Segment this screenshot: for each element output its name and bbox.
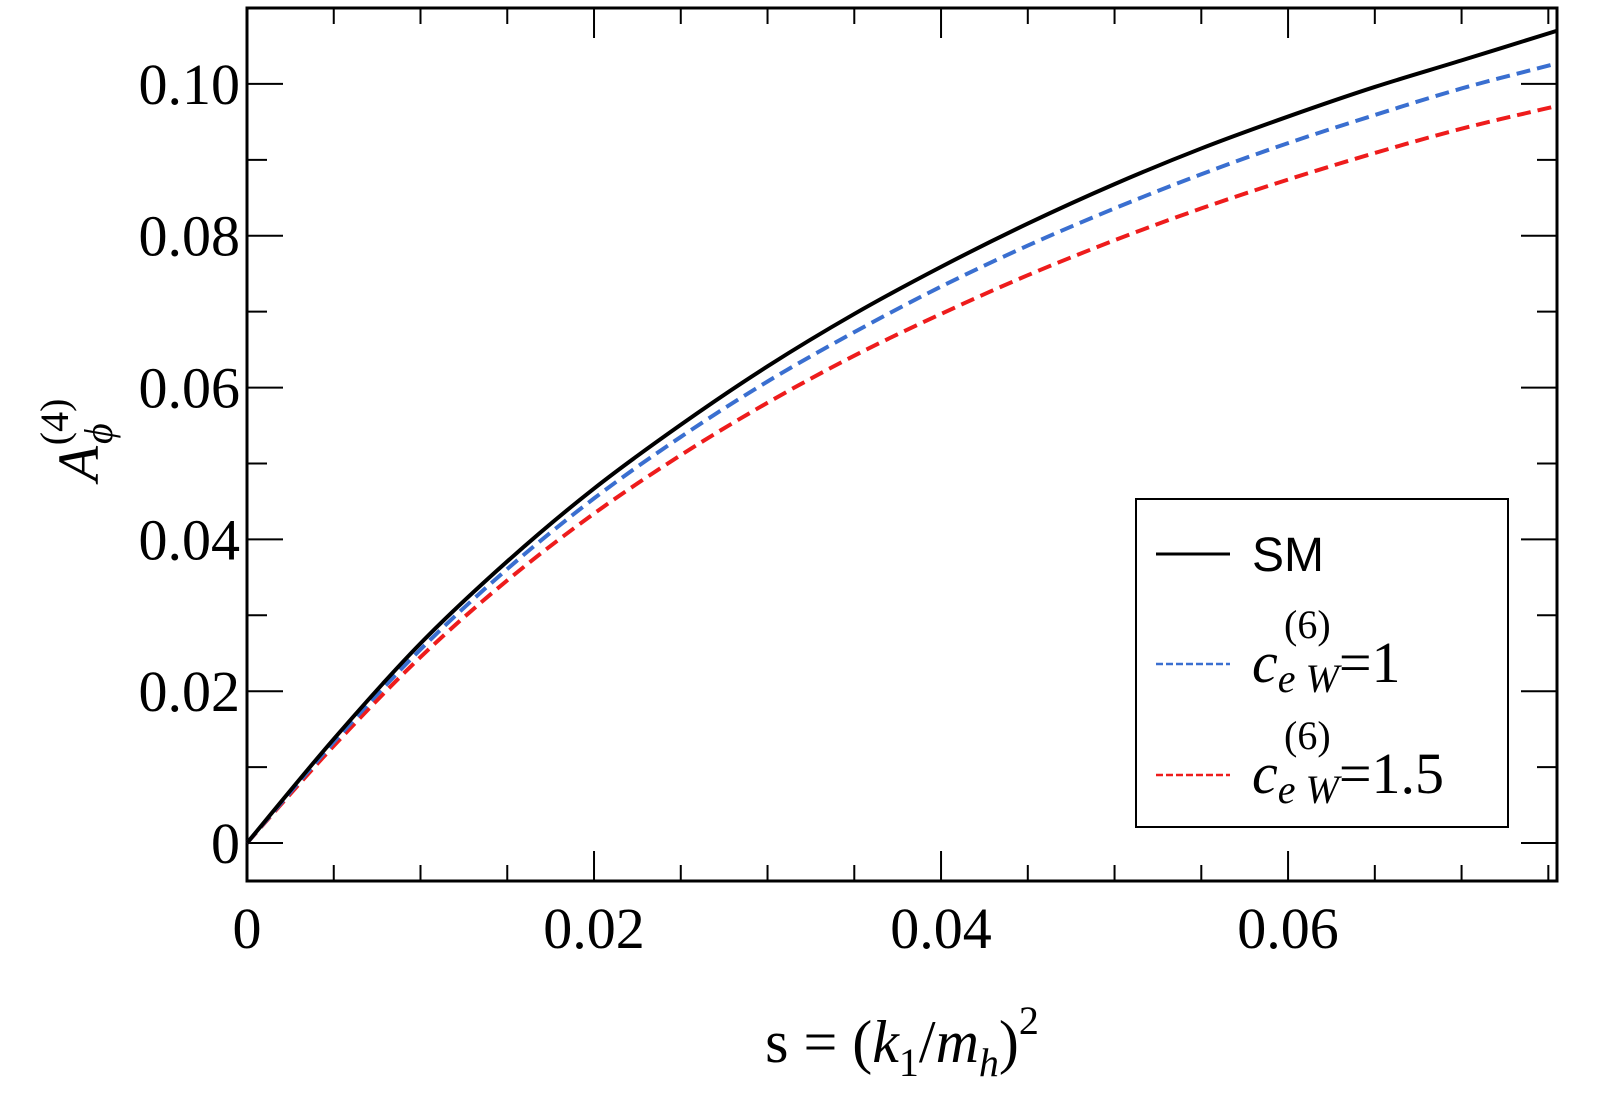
y-tick-label: 0.04 xyxy=(139,507,241,572)
x-tick-label: 0 xyxy=(233,896,262,961)
axis-ticks xyxy=(246,7,1557,881)
plot-area xyxy=(245,6,1559,883)
plot-frame xyxy=(245,6,1559,883)
y-axis-title: Aϕ(4) xyxy=(32,399,121,486)
series-line-c-ew-6-1-5 xyxy=(245,103,1558,845)
legend-label: ce W=1 xyxy=(1252,630,1401,701)
x-tick-label: 0.04 xyxy=(890,896,992,961)
legend-label-sup: (6) xyxy=(1284,602,1331,647)
y-tick-labels: 0 0.02 0.04 0.06 0.08 0.10 xyxy=(139,52,241,876)
x-tick-labels: 0 0.02 0.04 0.06 xyxy=(233,896,1339,961)
x-tick-label: 0.02 xyxy=(543,896,645,961)
y-tick-label: 0 xyxy=(211,811,240,876)
legend-label: SM xyxy=(1252,529,1324,582)
series-line-c-ew-6-1 xyxy=(245,61,1558,845)
y-axis-title-sup: (4) xyxy=(32,399,77,446)
y-tick-label: 0.10 xyxy=(139,52,241,117)
y-axis-title-sub: ϕ xyxy=(76,423,121,444)
legend-label-sup: (6) xyxy=(1284,713,1331,758)
y-tick-label: 0.02 xyxy=(139,659,241,724)
x-axis-title: s = (k1/mh)2 xyxy=(765,998,1039,1085)
y-tick-label: 0.08 xyxy=(139,204,241,269)
y-tick-label: 0.06 xyxy=(139,356,241,421)
x-tick-label: 0.06 xyxy=(1237,896,1339,961)
legend-label: ce W=1.5 xyxy=(1252,741,1444,812)
series-layer xyxy=(245,28,1558,845)
y-axis-title-base: A xyxy=(46,445,111,485)
svg-text:Aϕ(4): Aϕ(4) xyxy=(32,399,121,486)
series-line-sm xyxy=(245,28,1558,845)
